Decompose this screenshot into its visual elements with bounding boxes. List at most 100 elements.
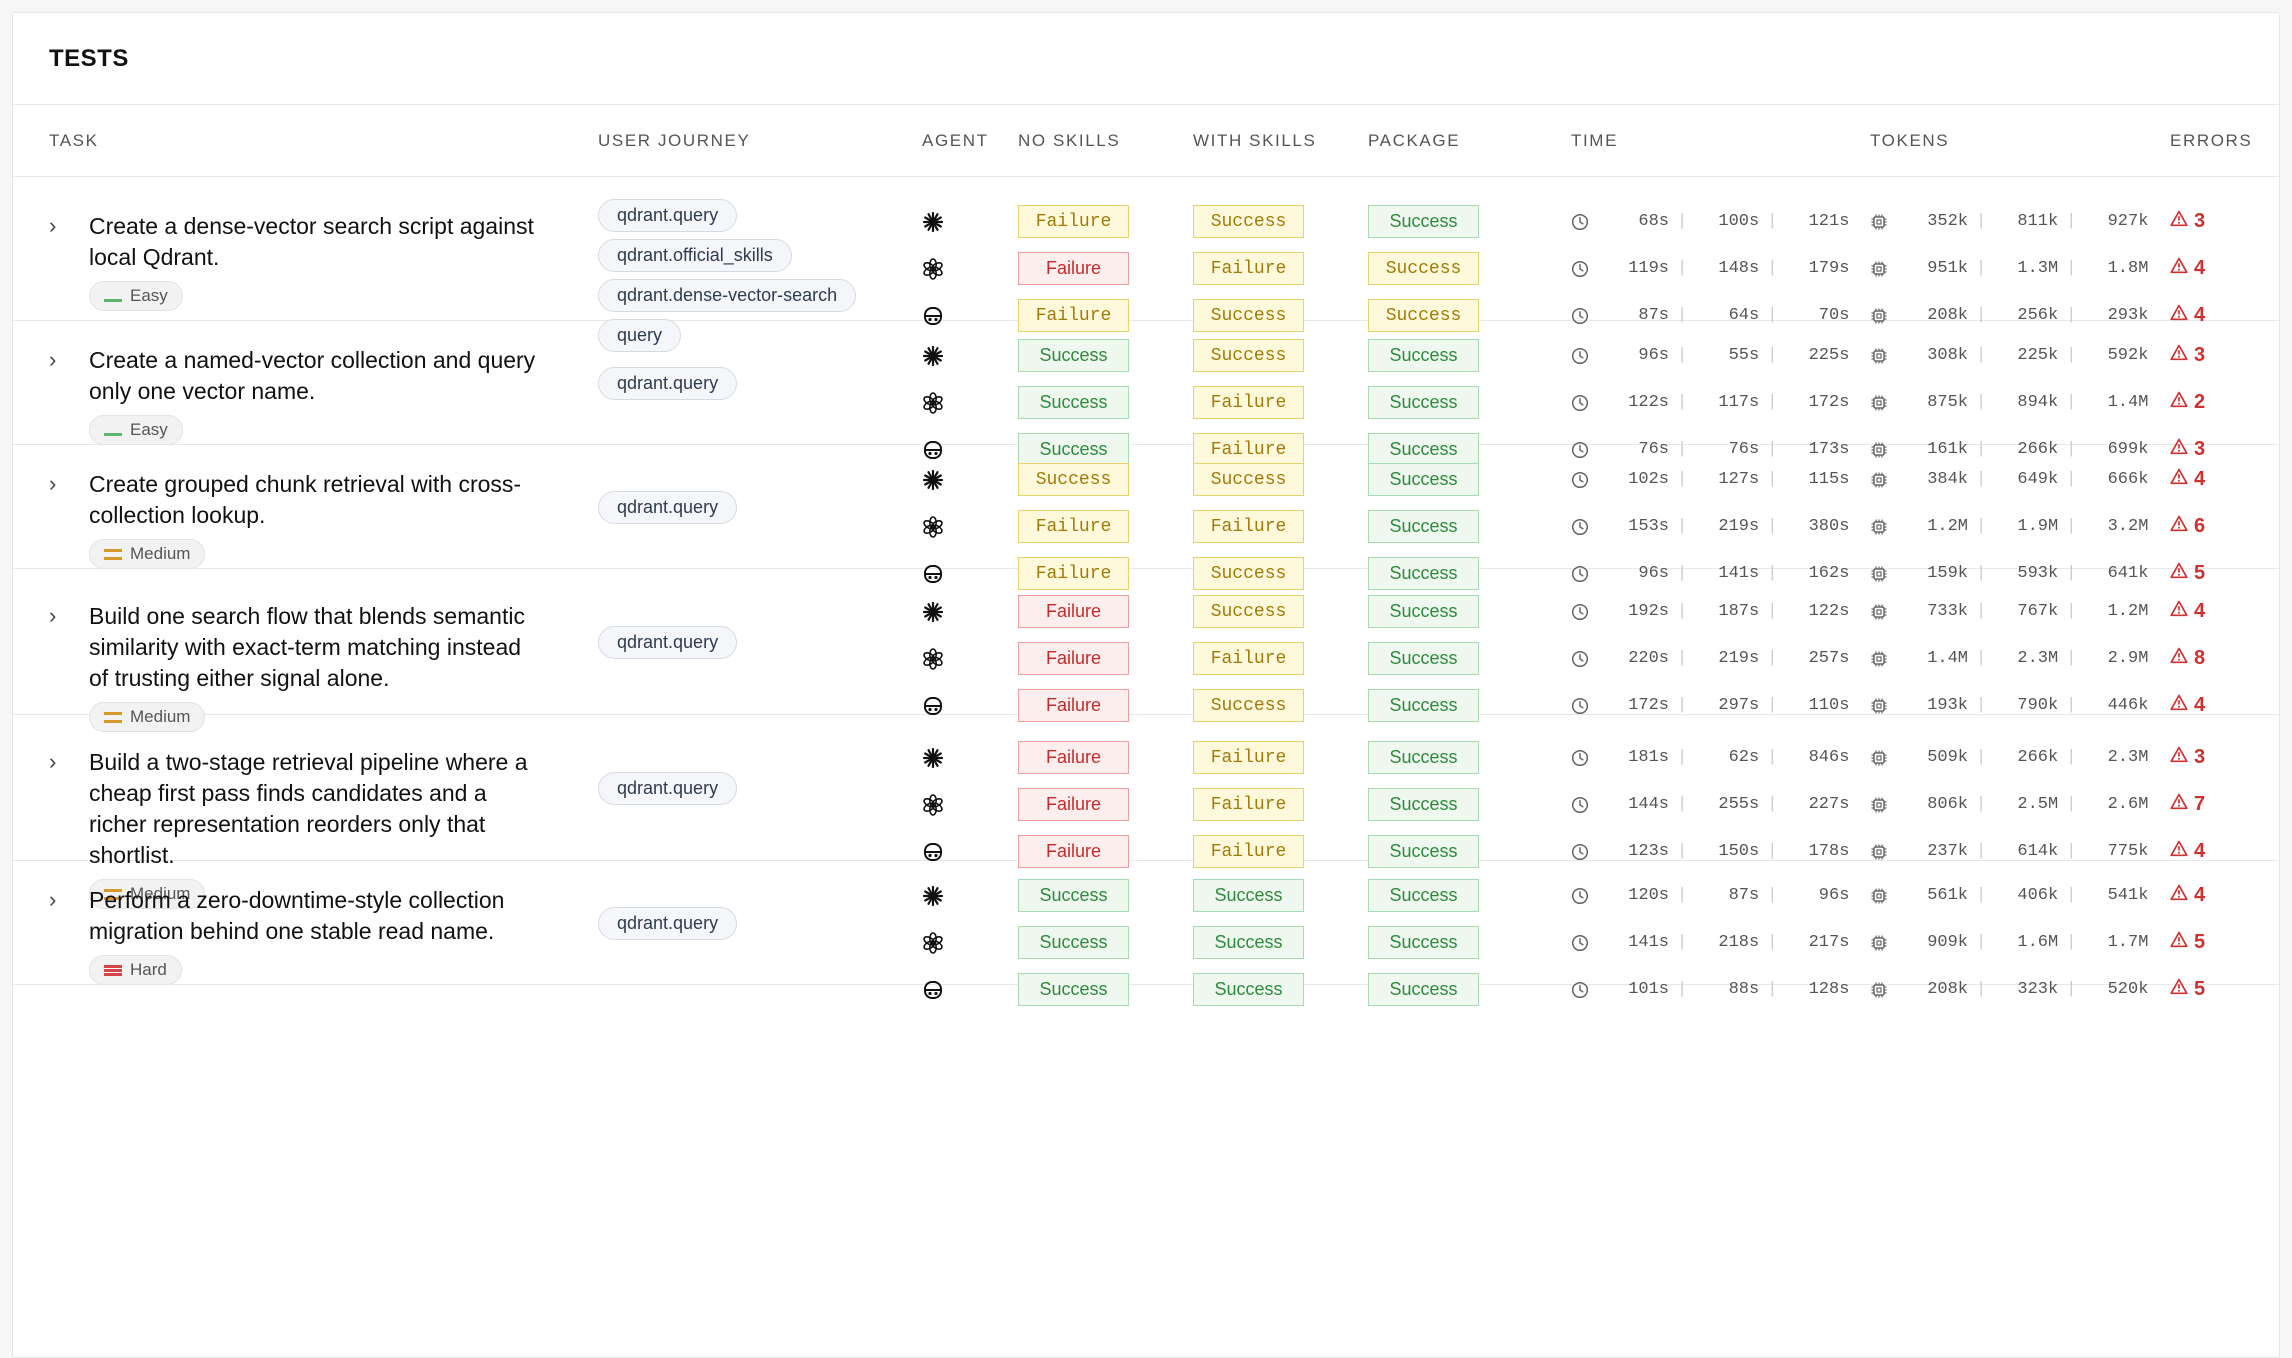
journey-chip[interactable]: qdrant.query	[598, 491, 738, 524]
table-row[interactable]: › Build one search flow that blends seman…	[13, 569, 2279, 732]
column-header-task[interactable]: TASK	[49, 130, 99, 150]
error-count[interactable]: 5	[2170, 973, 2279, 1006]
error-count[interactable]: 5	[2170, 557, 2279, 590]
expand-chevron-icon[interactable]: ›	[49, 749, 57, 774]
tokens-value: 384k	[1927, 470, 1968, 489]
error-count[interactable]: 4	[2170, 463, 2279, 496]
column-header-tokens[interactable]: TOKENS	[1870, 130, 1950, 150]
column-header-agent[interactable]: AGENT	[922, 130, 989, 150]
expand-chevron-icon[interactable]: ›	[49, 471, 57, 496]
journey-chip[interactable]: qdrant.query	[598, 367, 738, 400]
status-badge: Failure	[1193, 252, 1304, 285]
error-count[interactable]: 4	[2170, 252, 2279, 285]
cpu-icon	[1870, 213, 1892, 231]
time-value: 380s	[1808, 517, 1850, 536]
status-badge: Failure	[1193, 835, 1304, 868]
status-badge: Success	[1368, 252, 1479, 285]
table-row[interactable]: › Create grouped chunk retrieval with cro…	[13, 445, 2279, 590]
table-body: › Create a dense-vector search script aga…	[13, 177, 2279, 1006]
error-count[interactable]: 7	[2170, 788, 2279, 821]
status-badge: Failure	[1018, 252, 1129, 285]
separator: |	[1976, 748, 1987, 767]
journey-chip[interactable]: qdrant.query	[598, 772, 738, 805]
separator: |	[1976, 470, 1987, 489]
table-row[interactable]: › Perform a zero-downtime-style collectio…	[13, 861, 2279, 1006]
time-metric: 76s | 76s | 173s	[1571, 433, 1870, 466]
time-metric: 120s | 87s | 96s	[1571, 879, 1870, 912]
openai-icon	[922, 510, 1018, 543]
table-row[interactable]: › Create a named-vector collection and qu…	[13, 321, 2279, 466]
status-badge: Failure	[1193, 510, 1304, 543]
error-count[interactable]: 4	[2170, 299, 2279, 332]
separator: |	[1677, 517, 1688, 536]
task-body: Create a named-vector collection and que…	[89, 345, 539, 445]
warning-icon	[2170, 438, 2194, 461]
status-badge: Success	[1368, 557, 1479, 590]
time-metric: 96s | 55s | 225s	[1571, 339, 1870, 372]
journey-chip[interactable]: qdrant.query	[598, 907, 738, 940]
difficulty-badge: Easy	[89, 281, 183, 311]
expand-chevron-icon[interactable]: ›	[49, 213, 57, 238]
journey-chip[interactable]: qdrant.dense-vector-search	[598, 279, 857, 312]
task-cell: › Build one search flow that blends seman…	[13, 569, 598, 732]
error-count[interactable]: 3	[2170, 741, 2279, 774]
time-value: 179s	[1808, 259, 1850, 278]
time-value: 120s	[1628, 886, 1669, 905]
expand-chevron-icon[interactable]: ›	[49, 887, 57, 912]
error-count[interactable]: 3	[2170, 433, 2279, 466]
expand-chevron-icon[interactable]: ›	[49, 347, 57, 372]
expand-chevron-icon[interactable]: ›	[49, 603, 57, 628]
difficulty-label: Easy	[130, 420, 168, 439]
table-row[interactable]: › Create a dense-vector search script aga…	[13, 177, 2279, 352]
separator: |	[1767, 517, 1778, 536]
separator: |	[2066, 696, 2077, 715]
table-row[interactable]: › Build a two-stage retrieval pipeline wh…	[13, 715, 2279, 909]
tokens-value: 1.8M	[2107, 259, 2149, 278]
column-header-package[interactable]: PACKAGE	[1368, 130, 1461, 150]
column-header-user-journey[interactable]: USER JOURNEY	[598, 130, 751, 150]
tokens-value: 951k	[1927, 259, 1968, 278]
error-count-value: 6	[2194, 515, 2206, 537]
error-count[interactable]: 3	[2170, 205, 2279, 238]
error-count[interactable]: 4	[2170, 595, 2279, 628]
error-count[interactable]: 5	[2170, 926, 2279, 959]
task-body: Build one search flow that blends semant…	[89, 601, 539, 732]
sparkle-icon	[922, 205, 1018, 238]
journey-chip[interactable]: qdrant.query	[598, 626, 738, 659]
journey-chip[interactable]: qdrant.query	[598, 199, 738, 232]
separator: |	[1767, 306, 1778, 325]
error-count[interactable]: 8	[2170, 642, 2279, 675]
error-count[interactable]: 4	[2170, 835, 2279, 868]
separator: |	[1976, 886, 1987, 905]
openai-icon	[922, 252, 1018, 285]
error-count[interactable]: 6	[2170, 510, 2279, 543]
error-count[interactable]: 4	[2170, 879, 2279, 912]
agent-cell	[922, 321, 1018, 466]
tokens-value: 1.4M	[1927, 649, 1968, 668]
column-header-errors[interactable]: ERRORS	[2170, 130, 2253, 150]
separator: |	[1976, 564, 1987, 583]
column-header-time[interactable]: TIME	[1571, 130, 1619, 150]
difficulty-badge: Easy	[89, 415, 183, 445]
tokens-value: 406k	[2017, 886, 2059, 905]
status-badge: Failure	[1018, 510, 1129, 543]
status-badge: Success	[1193, 299, 1304, 332]
journey-chip[interactable]: query	[598, 319, 682, 352]
error-count[interactable]: 4	[2170, 689, 2279, 722]
tokens-value: 1.9M	[2017, 517, 2059, 536]
openai-icon	[922, 926, 1018, 959]
column-header-with-skills[interactable]: WITH SKILLS	[1193, 130, 1317, 150]
time-metric: 141s | 218s | 217s	[1571, 926, 1870, 959]
error-count-value: 8	[2194, 647, 2206, 669]
difficulty-label: Medium	[130, 707, 191, 726]
separator: |	[2066, 517, 2077, 536]
journey-chip[interactable]: qdrant.official_skills	[598, 239, 792, 272]
error-count[interactable]: 2	[2170, 386, 2279, 419]
with-skills-cell: Success Success Success	[1193, 861, 1368, 1006]
error-count[interactable]: 3	[2170, 339, 2279, 372]
clock-icon	[1571, 213, 1593, 231]
error-count-value: 3	[2194, 344, 2206, 366]
column-header-no-skills[interactable]: NO SKILLS	[1018, 130, 1121, 150]
time-metric: 172s | 297s | 110s	[1571, 689, 1870, 722]
clock-icon	[1571, 749, 1593, 767]
